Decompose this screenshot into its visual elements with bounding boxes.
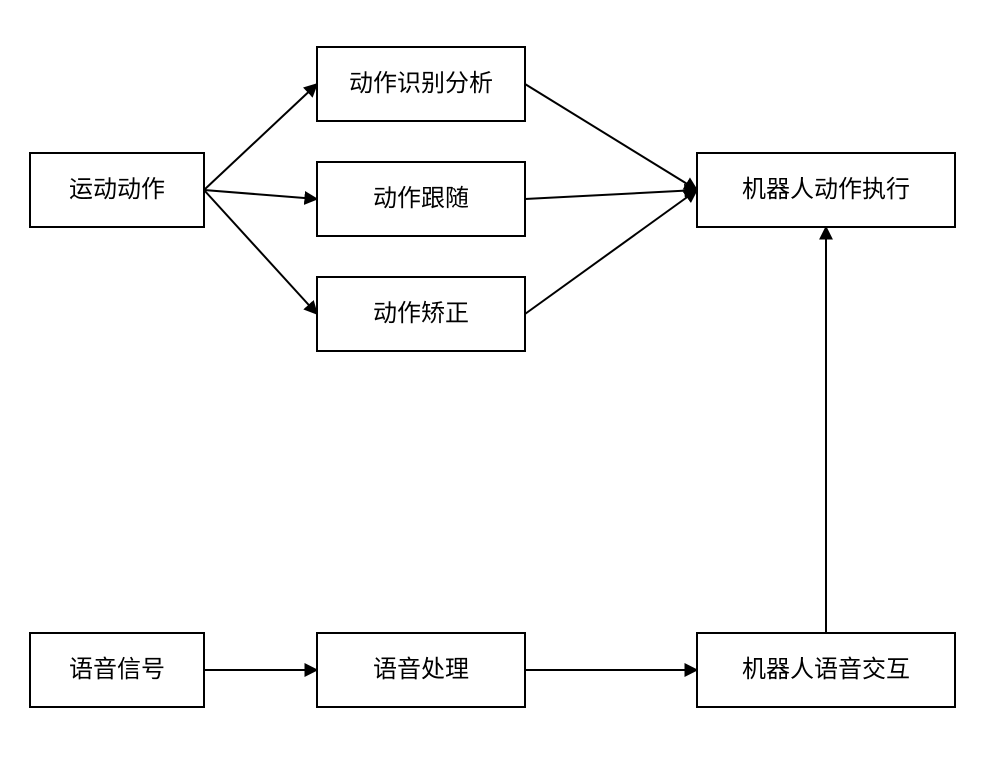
node-label-robot_voice_interact: 机器人语音交互 — [742, 656, 910, 683]
node-label-action_correction: 动作矫正 — [373, 300, 469, 327]
node-label-action_recognition: 动作识别分析 — [349, 70, 493, 97]
node-robot_voice_interact: 机器人语音交互 — [697, 633, 955, 707]
node-label-voice_signal: 语音信号 — [69, 656, 165, 683]
node-action_recognition: 动作识别分析 — [317, 47, 525, 121]
node-robot_exec: 机器人动作执行 — [697, 153, 955, 227]
edge-action_recognition-to-robot_exec — [525, 84, 697, 190]
node-label-robot_exec: 机器人动作执行 — [742, 176, 910, 203]
edge-motion_action-to-action_recognition — [204, 84, 317, 190]
node-action_correction: 动作矫正 — [317, 277, 525, 351]
node-action_follow: 动作跟随 — [317, 162, 525, 236]
edge-motion_action-to-action_correction — [204, 190, 317, 314]
edge-motion_action-to-action_follow — [204, 190, 317, 199]
node-voice_process: 语音处理 — [317, 633, 525, 707]
node-motion_action: 运动动作 — [30, 153, 204, 227]
node-voice_signal: 语音信号 — [30, 633, 204, 707]
node-label-motion_action: 运动动作 — [69, 176, 165, 203]
nodes-layer: 运动动作 动作识别分析动作跟随动作矫正 机器人动作执行语音信号 语音处理 机器人语音交互 — [30, 47, 955, 707]
edge-action_follow-to-robot_exec — [525, 190, 697, 199]
node-label-action_follow: 动作跟随 — [373, 185, 469, 212]
edge-action_correction-to-robot_exec — [525, 190, 697, 314]
node-label-voice_process: 语音处理 — [373, 656, 469, 683]
flowchart-canvas: 运动动作 动作识别分析动作跟随动作矫正 机器人动作执行语音信号 语音处理 机器人语音交互 — [0, 0, 1000, 763]
